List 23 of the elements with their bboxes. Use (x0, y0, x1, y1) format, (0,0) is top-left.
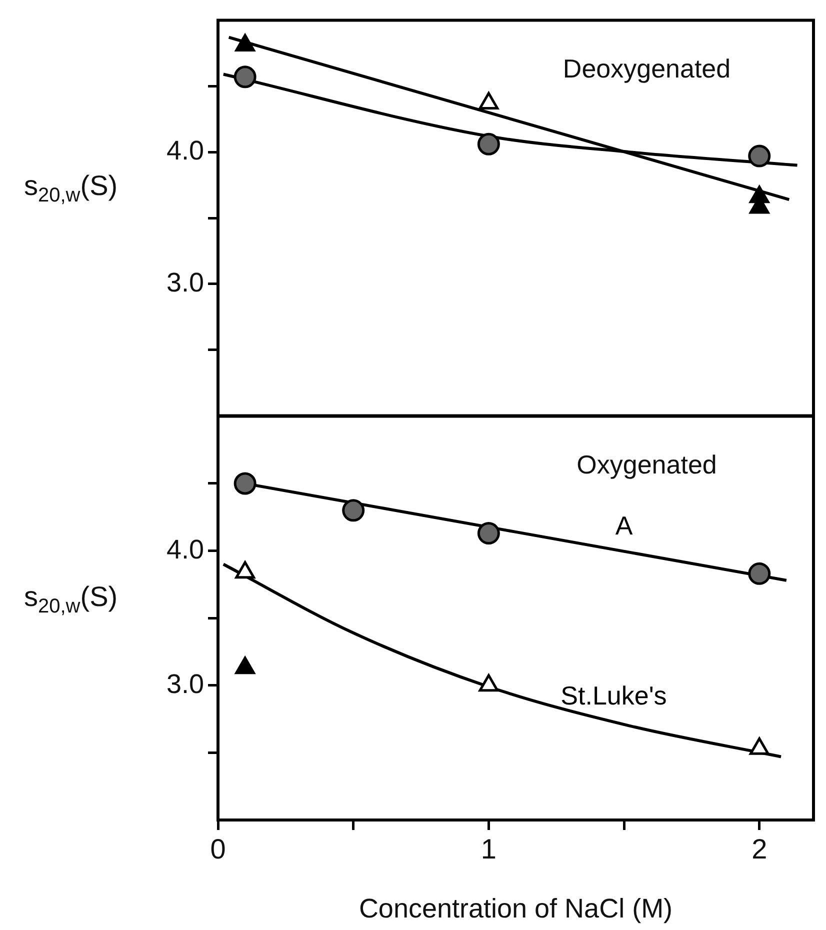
y-tick-label: 4.0 (166, 534, 204, 564)
annotation: Deoxygenated (562, 53, 731, 84)
series-label: St.Luke's (560, 680, 667, 711)
point (342, 499, 365, 522)
point (748, 562, 771, 585)
y-tick-label: 3.0 (166, 267, 204, 298)
x-tick-label: 0 (210, 834, 226, 865)
x-tick-label: 1 (480, 834, 496, 865)
point (477, 522, 500, 545)
annotation: Oxygenated (576, 449, 717, 480)
y-tick-label: 4.0 (166, 136, 204, 166)
point (235, 656, 255, 674)
point (749, 737, 770, 755)
y-tick-label: 3.0 (166, 668, 204, 699)
x-tick-label: 2 (752, 834, 768, 865)
series-label: A (615, 510, 634, 541)
y-axis-title: s$_{20,w}$(S) (24, 581, 118, 619)
y-axis-title: s$_{20,w}$(S) (24, 170, 118, 208)
line-series (222, 562, 783, 758)
point (478, 674, 499, 692)
point (235, 561, 255, 579)
x-axis-title: Concentration of NaCl (M) (358, 893, 673, 924)
point (234, 472, 256, 495)
